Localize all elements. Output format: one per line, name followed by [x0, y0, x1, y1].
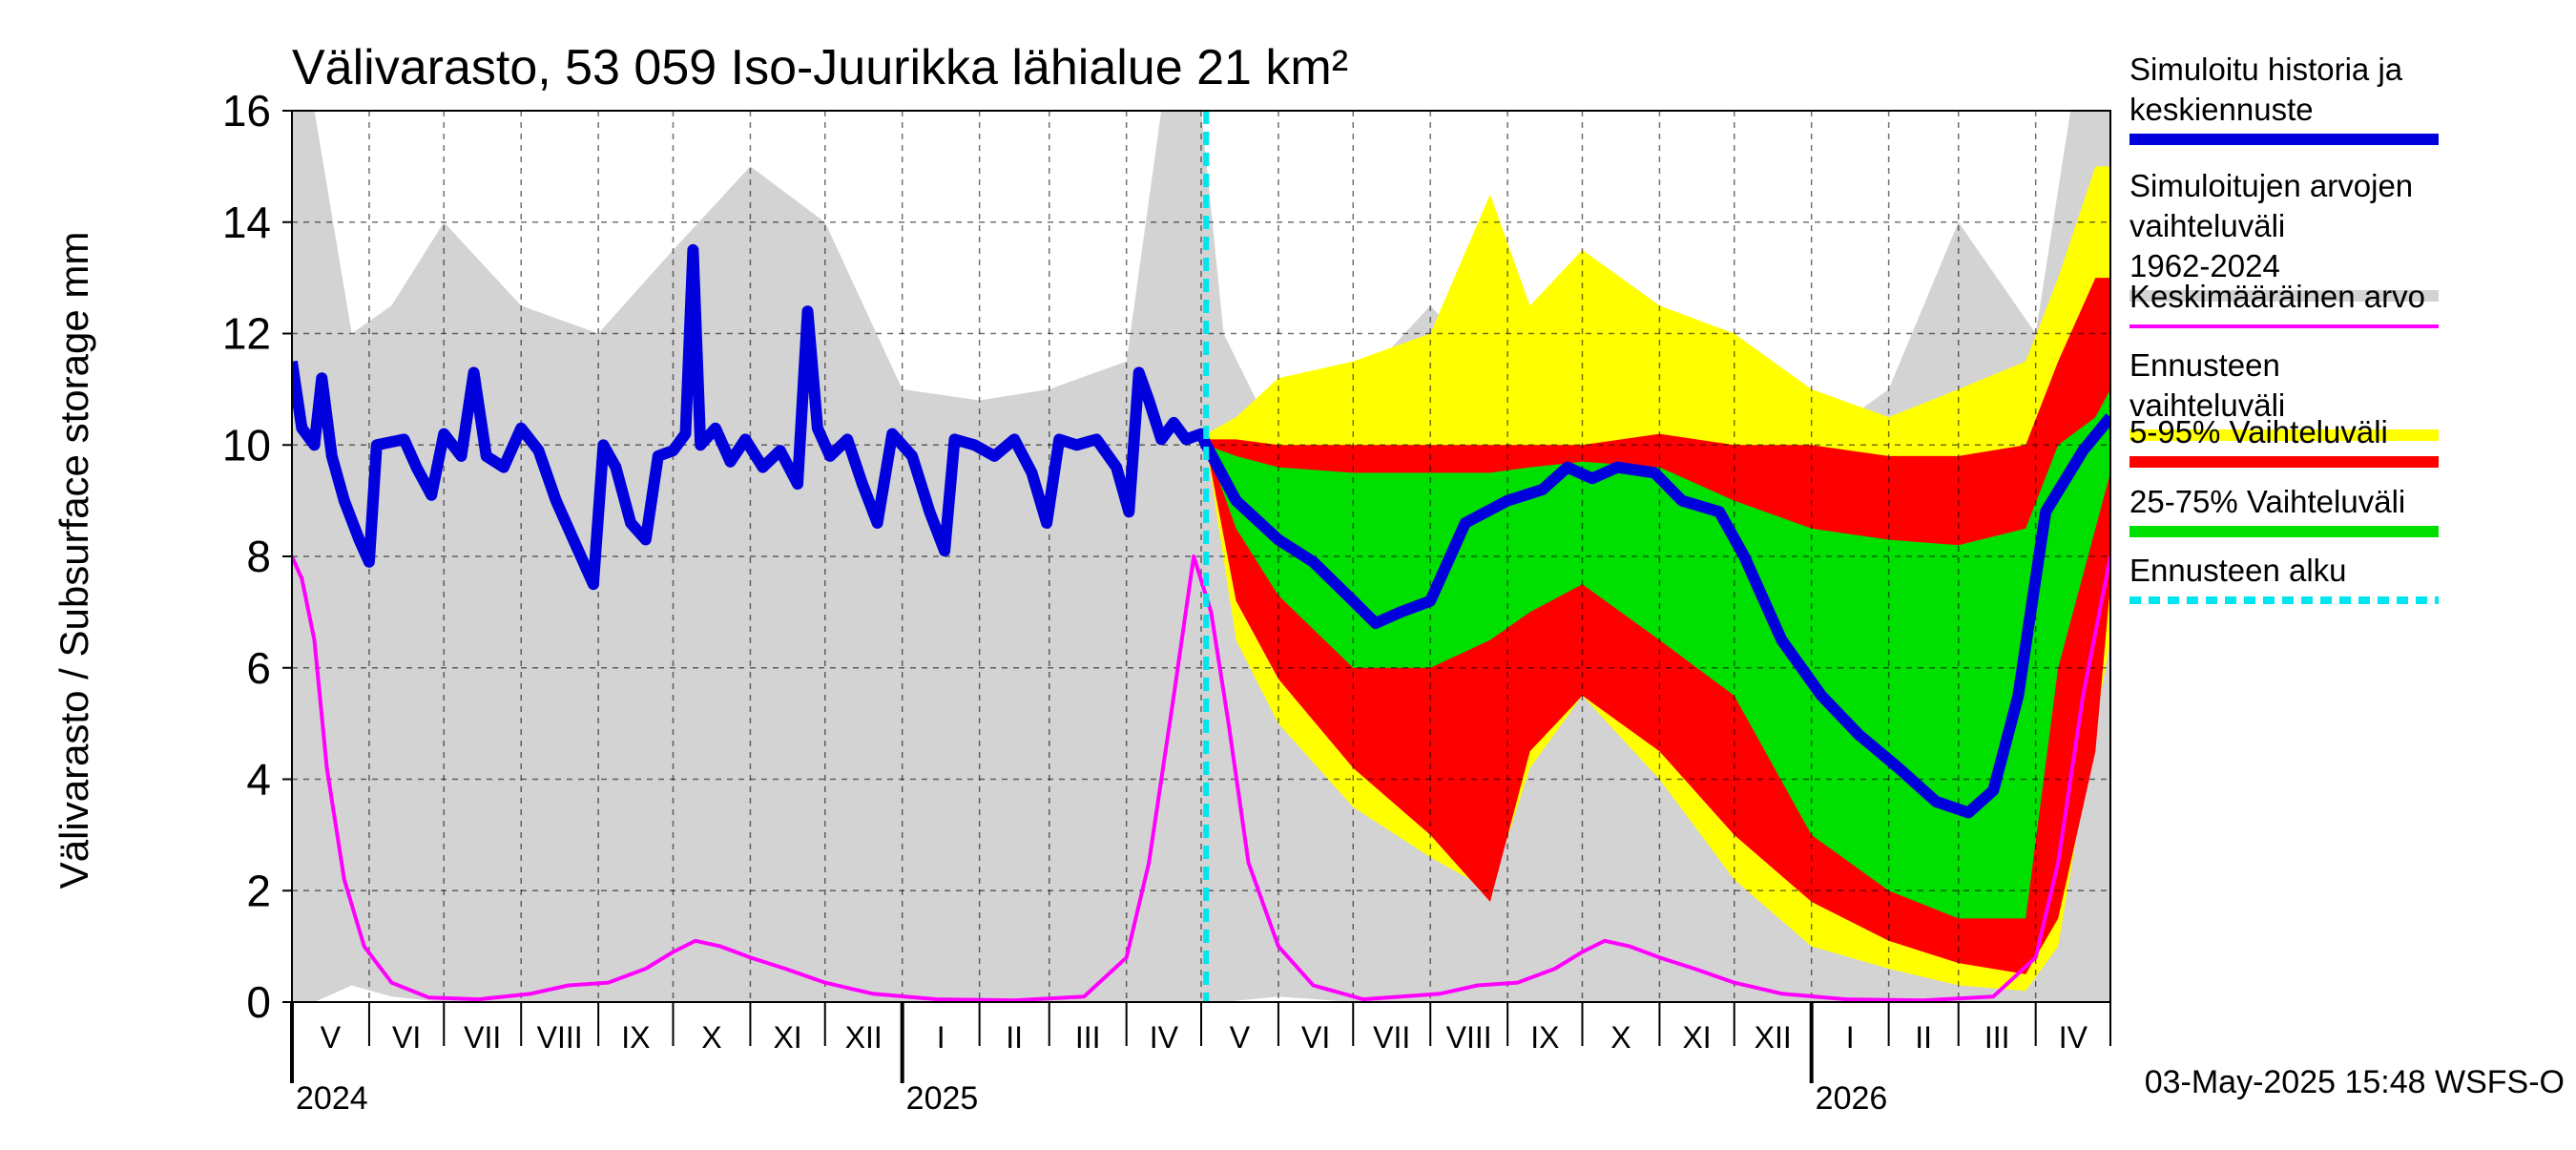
- legend-text-3-1: vaihteluväli: [2129, 387, 2285, 423]
- legend-item-5: 25-75% Vaihteluväli: [2129, 484, 2439, 537]
- legend-text-2-0: Keskimääräinen arvo: [2129, 279, 2425, 314]
- timestamp: 03-May-2025 15:48 WSFS-O: [2145, 1064, 2565, 1100]
- legend-text-1-2: 1962-2024: [2129, 248, 2280, 283]
- month-label-12: V: [1230, 1020, 1251, 1055]
- y-tick-label-2: 4: [246, 755, 271, 805]
- y-tick-label-4: 8: [246, 532, 271, 581]
- month-label-15: VIII: [1446, 1020, 1492, 1055]
- legend-item-4: 5-95% Vaihteluväli: [2129, 414, 2439, 468]
- band-3: [1206, 388, 2110, 919]
- month-label-7: XII: [845, 1020, 883, 1055]
- y-tick-label-5: 10: [222, 420, 271, 470]
- month-label-4: IX: [621, 1020, 650, 1055]
- year-label-0: 2024: [296, 1080, 368, 1117]
- y-axis-label: Välivarasto / Subsurface storage mm: [52, 232, 96, 889]
- chart-title: Välivarasto, 53 059 Iso-Juurikka lähialu…: [292, 40, 1348, 95]
- legend-text-1-1: vaihteluväli: [2129, 208, 2285, 243]
- y-tick-label-8: 16: [222, 86, 271, 136]
- month-label-0: V: [321, 1020, 342, 1055]
- month-label-8: I: [937, 1020, 945, 1055]
- legend-text-6-0: Ennusteen alku: [2129, 553, 2347, 588]
- legend-text-1-0: Simuloitujen arvojen: [2129, 168, 2413, 203]
- y-tick-label-6: 12: [222, 309, 271, 359]
- month-label-13: VI: [1301, 1020, 1330, 1055]
- plot-area: [292, 111, 2110, 1002]
- legend-text-0-1: keskiennuste: [2129, 92, 2314, 127]
- legend-text-5-0: 25-75% Vaihteluväli: [2129, 484, 2405, 519]
- month-label-1: VI: [392, 1020, 421, 1055]
- legend-item-6: Ennusteen alku: [2129, 553, 2439, 604]
- legend-text-4-0: 5-95% Vaihteluväli: [2129, 414, 2388, 450]
- legend-item-1: Simuloitujen arvojen vaihteluväli 1962-202…: [2129, 168, 2439, 302]
- month-label-20: I: [1846, 1020, 1855, 1055]
- month-label-17: X: [1610, 1020, 1631, 1055]
- month-label-23: IV: [2059, 1020, 2088, 1055]
- series-line-1: [292, 554, 2110, 1002]
- month-label-2: VII: [464, 1020, 501, 1055]
- month-label-21: II: [1915, 1020, 1932, 1055]
- month-label-16: IX: [1530, 1020, 1559, 1055]
- legend-text-3-0: Ennusteen: [2129, 347, 2280, 383]
- month-label-6: XI: [773, 1020, 801, 1055]
- legend: Simuloitu historia jakeskiennusteSimuloi…: [2129, 52, 2439, 604]
- y-tick-label-1: 2: [246, 866, 271, 915]
- month-label-22: III: [1984, 1020, 2010, 1055]
- month-label-10: III: [1075, 1020, 1101, 1055]
- month-label-18: XI: [1682, 1020, 1711, 1055]
- month-label-11: IV: [1150, 1020, 1179, 1055]
- month-label-9: II: [1006, 1020, 1023, 1055]
- month-label-3: VIII: [537, 1020, 583, 1055]
- month-label-14: VII: [1373, 1020, 1410, 1055]
- legend-text-0-0: Simuloitu historia ja: [2129, 52, 2403, 87]
- y-tick-label-7: 14: [222, 198, 271, 247]
- y-tick-label-3: 6: [246, 643, 271, 693]
- legend-item-0: Simuloitu historia ja keskiennuste: [2129, 52, 2439, 145]
- month-label-5: X: [701, 1020, 721, 1055]
- series-line-0: [292, 243, 2110, 819]
- year-label-1: 2025: [906, 1080, 979, 1117]
- year-label-2: 2026: [1816, 1080, 1888, 1117]
- y-tick-label-0: 0: [246, 977, 271, 1027]
- month-label-19: XII: [1755, 1020, 1792, 1055]
- legend-item-2: Keskimääräinen arvo: [2129, 279, 2439, 328]
- legend-item-3: Ennusteen vaihteluväli: [2129, 347, 2439, 441]
- plot-clipped: [292, 111, 2110, 1002]
